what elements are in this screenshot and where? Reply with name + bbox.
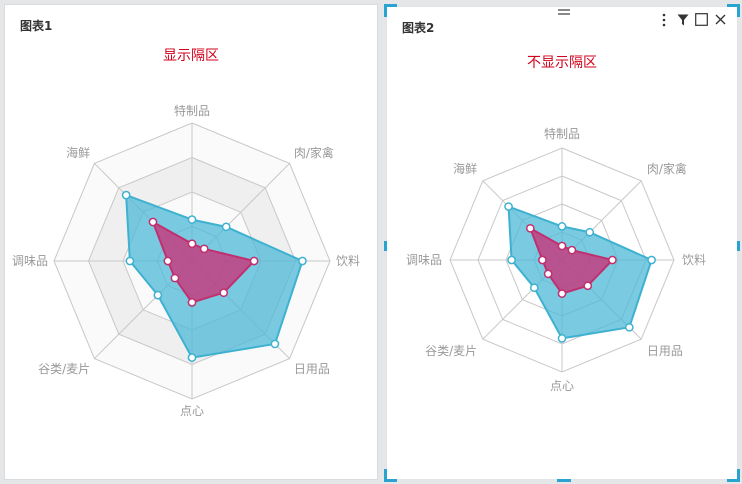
axis-label: 饮料 xyxy=(336,254,360,268)
data-point xyxy=(567,245,577,255)
data-point xyxy=(221,222,231,232)
data-point xyxy=(170,273,180,283)
resize-handle[interactable] xyxy=(727,469,740,482)
data-point xyxy=(624,322,634,332)
axis-label: 饮料 xyxy=(682,253,706,267)
data-point xyxy=(270,339,280,349)
axis-label: 谷类/麦片 xyxy=(38,362,90,376)
data-point xyxy=(187,239,197,249)
resize-handle[interactable] xyxy=(384,4,397,17)
data-point xyxy=(529,283,539,293)
axis-label: 海鲜 xyxy=(453,161,477,176)
data-point xyxy=(585,227,595,237)
data-point xyxy=(557,241,567,251)
axis-label: 特制品 xyxy=(174,103,210,118)
drag-handle-icon[interactable] xyxy=(557,8,571,16)
data-point xyxy=(153,290,163,300)
data-point xyxy=(125,256,135,266)
resize-handle[interactable] xyxy=(727,4,740,17)
axis-label: 点心 xyxy=(550,379,574,393)
data-point xyxy=(249,256,259,266)
panel-title: 图表2 xyxy=(402,21,435,35)
data-point xyxy=(583,281,593,291)
resize-handle[interactable] xyxy=(384,241,387,251)
data-point xyxy=(557,334,567,343)
chart-subtitle: 不显示隔区 xyxy=(527,55,597,71)
maximize-icon[interactable] xyxy=(695,13,708,26)
axis-label: 肉/家禽 xyxy=(647,161,687,176)
axis-label: 日用品 xyxy=(647,344,683,358)
data-point xyxy=(148,217,158,227)
data-point xyxy=(187,215,197,224)
resize-handle[interactable] xyxy=(737,241,740,251)
data-point xyxy=(557,222,567,231)
axis-label: 特制品 xyxy=(544,126,580,141)
axis-label: 调味品 xyxy=(406,253,442,267)
close-icon[interactable] xyxy=(715,14,726,25)
data-point xyxy=(608,255,617,265)
data-point xyxy=(504,202,513,211)
data-point xyxy=(507,255,516,265)
data-point xyxy=(543,269,553,279)
panel-title: 图表1 xyxy=(20,19,53,33)
axis-label: 点心 xyxy=(180,404,204,418)
axis-label: 肉/家禽 xyxy=(294,145,334,160)
filter-icon[interactable] xyxy=(677,14,689,26)
data-point xyxy=(647,255,656,265)
data-point xyxy=(187,298,197,307)
data-point xyxy=(121,190,131,200)
resize-handle[interactable] xyxy=(384,469,397,482)
more-icon[interactable] xyxy=(661,13,667,27)
axis-label: 日用品 xyxy=(294,362,330,376)
data-point xyxy=(199,244,209,254)
data-point xyxy=(187,353,197,362)
data-point xyxy=(525,223,535,233)
data-point xyxy=(219,288,229,298)
data-point xyxy=(298,256,307,266)
chart-panel-2[interactable]: 图表2 不显示隔区 特制品肉/家禽饮料日用品点心 谷类/麦片 调味品 海鲜 xyxy=(384,4,740,482)
axis-label: 海鲜 xyxy=(66,145,90,160)
axis-label: 调味品 xyxy=(12,254,48,268)
chart-subtitle: 显示隔区 xyxy=(163,48,219,64)
data-point xyxy=(557,289,567,298)
data-point xyxy=(538,255,547,265)
axis-label: 谷类/麦片 xyxy=(425,344,477,358)
data-point xyxy=(163,256,173,266)
resize-handle[interactable] xyxy=(557,479,571,482)
chart-panel-1[interactable]: 图表1 显示隔区 特制品肉/家禽饮料日用品点心 谷类/麦片 调味品 海鲜 xyxy=(4,4,378,480)
